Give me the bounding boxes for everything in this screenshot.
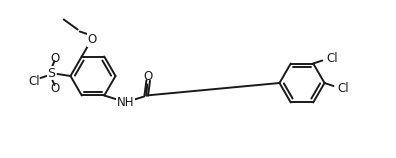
Text: Cl: Cl xyxy=(326,52,338,65)
Text: NH: NH xyxy=(116,96,134,109)
Text: S: S xyxy=(48,67,55,79)
Text: Cl: Cl xyxy=(338,82,349,94)
Text: O: O xyxy=(50,52,59,64)
Text: Cl: Cl xyxy=(29,75,40,88)
Text: O: O xyxy=(87,33,96,46)
Text: O: O xyxy=(144,70,153,83)
Text: O: O xyxy=(50,82,59,94)
